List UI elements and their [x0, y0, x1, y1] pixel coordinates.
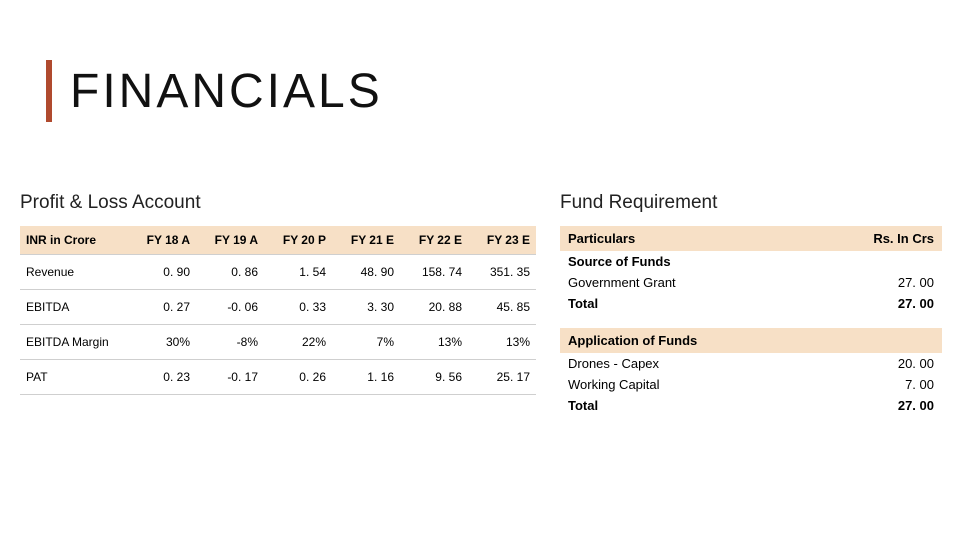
pl-cell: 13% — [468, 325, 536, 360]
pl-cell: 48. 90 — [332, 255, 400, 290]
pl-cell: 25. 17 — [468, 360, 536, 395]
table-row: Drones - Capex 20. 00 — [560, 353, 942, 374]
pl-col-1: FY 18 A — [128, 226, 196, 255]
pl-section-header: Profit & Loss Account — [20, 192, 201, 214]
table-row: Source of Funds — [560, 251, 942, 272]
pl-cell: EBITDA — [20, 290, 128, 325]
fr-col-1: Rs. In Crs — [810, 226, 942, 251]
pl-table: INR in Crore FY 18 A FY 19 A FY 20 P FY … — [20, 226, 536, 395]
pl-cell: PAT — [20, 360, 128, 395]
fr-cell: Drones - Capex — [560, 353, 810, 374]
fr-col-0: Particulars — [560, 226, 810, 251]
pl-cell: 0. 33 — [264, 290, 332, 325]
fr-table: Particulars Rs. In Crs Source of Funds G… — [560, 226, 942, 416]
fr-section-header: Fund Requirement — [560, 192, 717, 214]
fr-cell: 27. 00 — [810, 395, 942, 416]
pl-header-row: INR in Crore FY 18 A FY 19 A FY 20 P FY … — [20, 226, 536, 255]
pl-col-0: INR in Crore — [20, 226, 128, 255]
pl-cell: -0. 17 — [196, 360, 264, 395]
pl-cell: 0. 86 — [196, 255, 264, 290]
pl-cell: 0. 27 — [128, 290, 196, 325]
table-row: Revenue 0. 90 0. 86 1. 54 48. 90 158. 74… — [20, 255, 536, 290]
fr-cell: 7. 00 — [810, 374, 942, 395]
table-gap-row — [560, 314, 942, 328]
fr-cell — [810, 328, 942, 353]
pl-cell: Revenue — [20, 255, 128, 290]
page-title: FINANCIALS — [70, 64, 383, 119]
table-row: Government Grant 27. 00 — [560, 272, 942, 293]
pl-body: Revenue 0. 90 0. 86 1. 54 48. 90 158. 74… — [20, 255, 536, 395]
pl-cell: 30% — [128, 325, 196, 360]
fr-cell: Total — [560, 293, 810, 314]
pl-cell: EBITDA Margin — [20, 325, 128, 360]
title-accent-bar — [46, 60, 52, 122]
pl-cell: 22% — [264, 325, 332, 360]
pl-cell: 158. 74 — [400, 255, 468, 290]
pl-cell: 20. 88 — [400, 290, 468, 325]
fr-cell: Government Grant — [560, 272, 810, 293]
fr-cell — [810, 251, 942, 272]
fr-cell: Total — [560, 395, 810, 416]
table-row: Total 27. 00 — [560, 395, 942, 416]
pl-cell: 7% — [332, 325, 400, 360]
pl-cell: -8% — [196, 325, 264, 360]
page-title-block: FINANCIALS — [46, 60, 383, 122]
pl-cell: 0. 90 — [128, 255, 196, 290]
pl-cell: 3. 30 — [332, 290, 400, 325]
fr-cell: 20. 00 — [810, 353, 942, 374]
fr-section1-title: Source of Funds — [560, 251, 810, 272]
pl-cell: 0. 23 — [128, 360, 196, 395]
pl-cell: 1. 54 — [264, 255, 332, 290]
table-row: Working Capital 7. 00 — [560, 374, 942, 395]
pl-cell: 13% — [400, 325, 468, 360]
table-row: EBITDA 0. 27 -0. 06 0. 33 3. 30 20. 88 4… — [20, 290, 536, 325]
table-row: Total 27. 00 — [560, 293, 942, 314]
pl-cell: 351. 35 — [468, 255, 536, 290]
fr-cell: 27. 00 — [810, 293, 942, 314]
pl-cell: 1. 16 — [332, 360, 400, 395]
fr-cell: Working Capital — [560, 374, 810, 395]
pl-col-2: FY 19 A — [196, 226, 264, 255]
fr-section2-title: Application of Funds — [560, 328, 810, 353]
fr-header-row: Particulars Rs. In Crs — [560, 226, 942, 251]
pl-cell: -0. 06 — [196, 290, 264, 325]
fr-cell: 27. 00 — [810, 272, 942, 293]
table-row: EBITDA Margin 30% -8% 22% 7% 13% 13% — [20, 325, 536, 360]
table-row: PAT 0. 23 -0. 17 0. 26 1. 16 9. 56 25. 1… — [20, 360, 536, 395]
pl-col-5: FY 22 E — [400, 226, 468, 255]
pl-cell: 45. 85 — [468, 290, 536, 325]
pl-col-6: FY 23 E — [468, 226, 536, 255]
pl-col-4: FY 21 E — [332, 226, 400, 255]
pl-cell: 9. 56 — [400, 360, 468, 395]
pl-col-3: FY 20 P — [264, 226, 332, 255]
pl-cell: 0. 26 — [264, 360, 332, 395]
table-row: Application of Funds — [560, 328, 942, 353]
